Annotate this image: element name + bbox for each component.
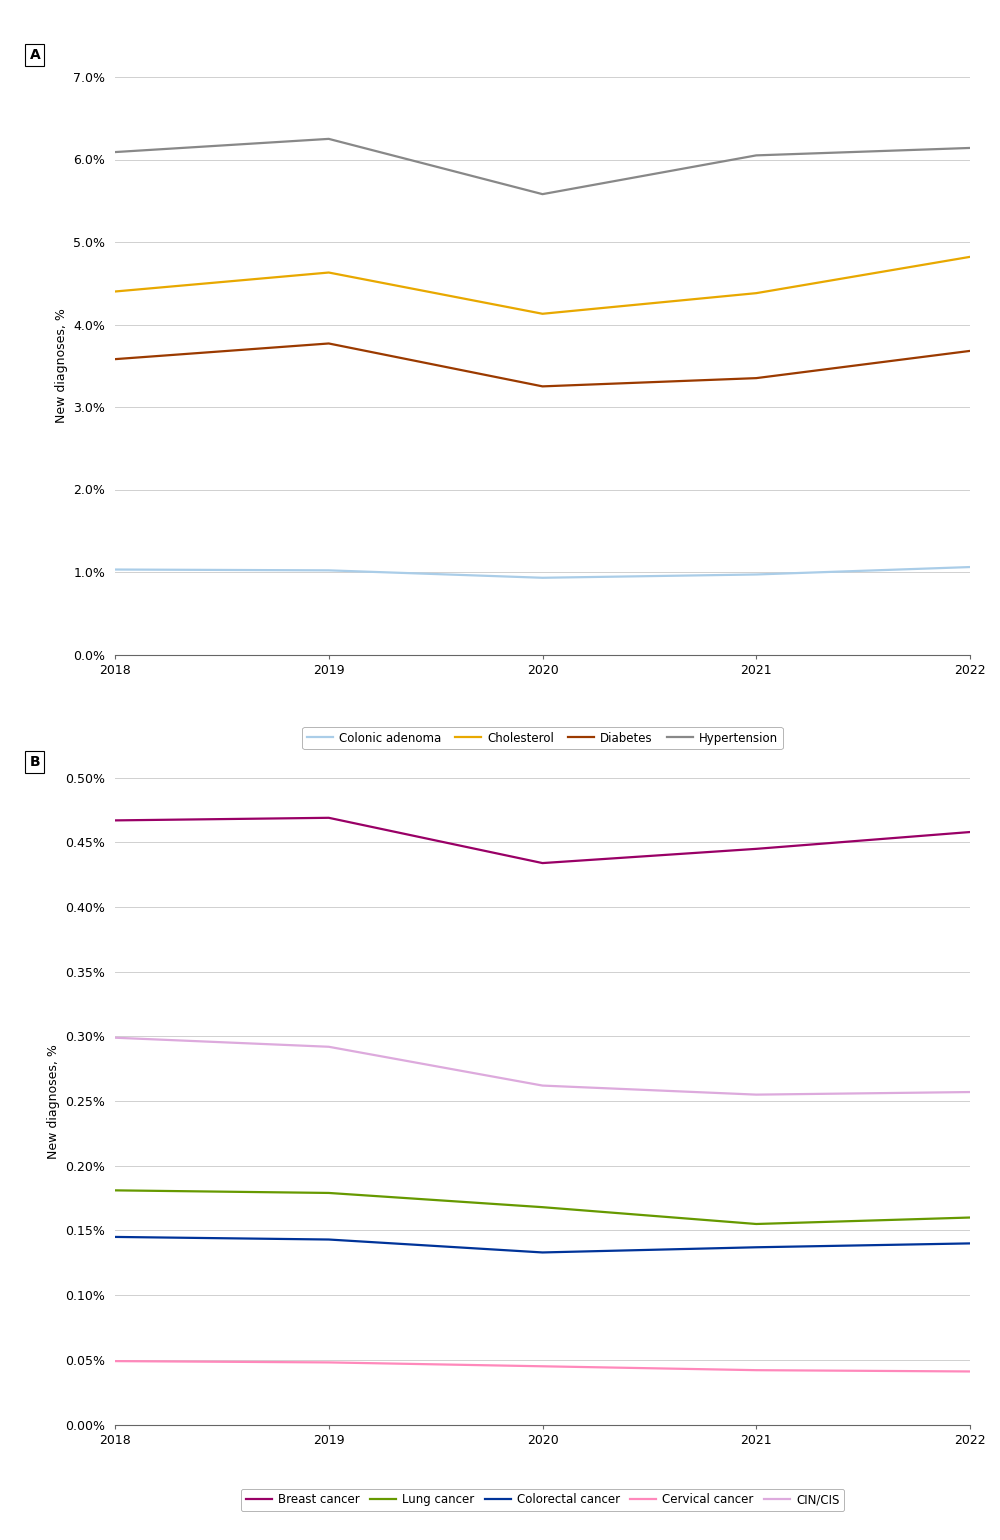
Legend: Breast cancer, Lung cancer, Colorectal cancer, Cervical cancer, CIN/CIS: Breast cancer, Lung cancer, Colorectal c… <box>241 1489 844 1511</box>
Y-axis label: New diagnoses, %: New diagnoses, % <box>55 308 68 424</box>
Legend: Colonic adenoma, Cholesterol, Diabetes, Hypertension: Colonic adenoma, Cholesterol, Diabetes, … <box>302 727 783 750</box>
Y-axis label: New diagnoses, %: New diagnoses, % <box>47 1044 60 1158</box>
Text: B: B <box>30 755 40 768</box>
Text: A: A <box>30 48 40 62</box>
